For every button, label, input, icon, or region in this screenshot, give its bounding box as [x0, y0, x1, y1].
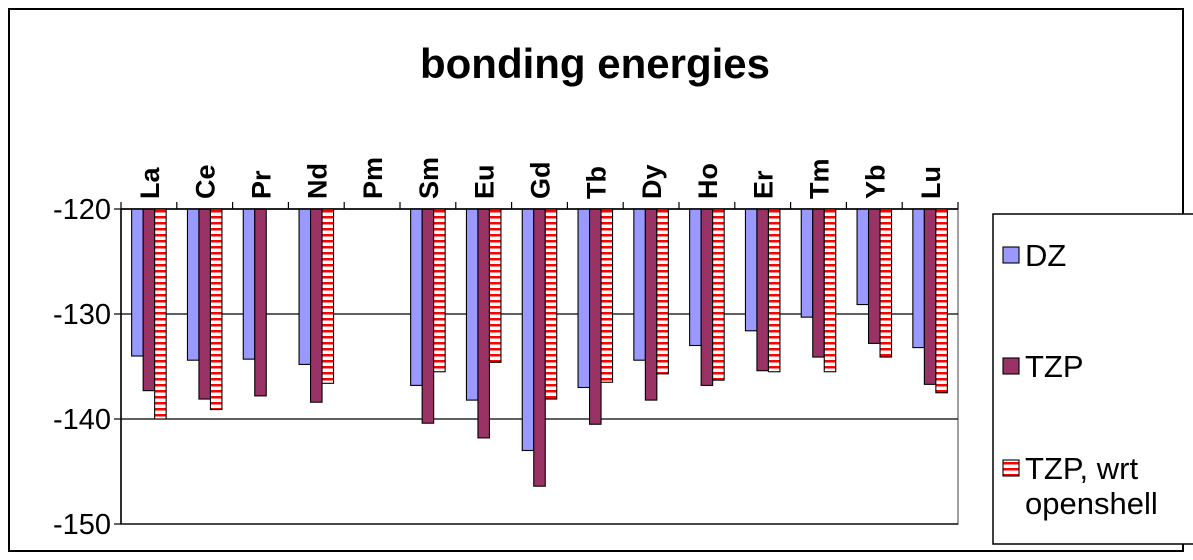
legend-label: TZP	[1025, 349, 1084, 384]
bar-tzp-wrt-openshell-tm	[823, 208, 837, 373]
category-label: Pr	[247, 170, 277, 199]
bar-tzp-ho	[700, 208, 714, 386]
bar-tzp-wrt-openshell-la	[154, 208, 167, 420]
bar-tzp-lu	[923, 208, 937, 385]
bar-dz-gd	[521, 208, 535, 452]
bar-tzp-ce	[198, 208, 211, 400]
bar-dz-yb	[856, 208, 870, 306]
category-label: Ho	[693, 163, 723, 199]
category-label: Dy	[637, 164, 667, 199]
category-label: Nd	[302, 163, 332, 199]
legend-label-cont: openshell	[1025, 486, 1158, 521]
bar-dz-tb	[577, 208, 591, 389]
bar-tzp-wrt-openshell-gd	[544, 208, 558, 400]
bar-tzp-wrt-openshell-dy	[656, 208, 669, 375]
legend-label: TZP, wrt	[1025, 451, 1138, 486]
bar-dz-nd	[298, 208, 312, 365]
plot-area: -120 -130 -140 -150 La Ce Pr Nd Pm Sm Eu Gd Tb Dy Ho Er…	[53, 157, 959, 541]
bar-dz-eu	[465, 208, 479, 401]
bar-tzp-wrt-openshell-nd	[321, 208, 335, 384]
bar-tzp-sm	[421, 208, 435, 424]
bar-tzp-wrt-openshell-ho	[712, 208, 725, 381]
category-label: Tb	[581, 166, 611, 199]
bar-tzp-gd	[533, 208, 546, 487]
bar-tzp-nd	[309, 208, 323, 403]
bar-tzp-wrt-openshell-sm	[433, 208, 446, 373]
bar-tzp-dy	[644, 208, 658, 401]
legend-swatch	[1002, 459, 1020, 477]
category-label: Yb	[860, 164, 890, 199]
bar-tzp-wrt-openshell-eu	[488, 208, 502, 363]
bar-tzp-wrt-openshell-yb	[879, 208, 893, 358]
bar-tzp-la	[142, 208, 156, 392]
legend-swatch	[1002, 246, 1020, 264]
bar-dz-pr	[242, 208, 256, 360]
category-label: La	[135, 167, 165, 199]
category-label: Pm	[358, 157, 388, 199]
category-label: Tm	[805, 159, 835, 200]
bar-tzp-yb	[867, 208, 881, 344]
category-label: Gd	[526, 162, 556, 200]
bar-dz-tm	[800, 208, 814, 318]
bar-dz-er	[744, 208, 758, 332]
bar-dz-la	[131, 208, 144, 357]
bar-tzp-tm	[812, 208, 825, 358]
bar-dz-sm	[410, 208, 423, 386]
bar-tzp-wrt-openshell-ce	[209, 208, 223, 411]
bar-tzp-eu	[477, 208, 491, 439]
category-label: Eu	[470, 164, 500, 199]
bar-dz-ho	[689, 208, 702, 347]
chart-title: bonding energies	[420, 40, 770, 87]
category-label: Sm	[414, 157, 444, 199]
bar-tzp-pr	[254, 208, 267, 397]
category-label: Lu	[916, 166, 946, 199]
category-label: Er	[749, 170, 779, 199]
bar-tzp-er	[756, 208, 770, 372]
bar-tzp-wrt-openshell-lu	[935, 208, 948, 394]
bar-tzp-wrt-openshell-er	[767, 208, 781, 373]
bar-tzp-wrt-openshell-tb	[600, 208, 614, 383]
legend-box	[992, 213, 1193, 545]
legend-label: DZ	[1025, 238, 1066, 273]
bar-tzp-tb	[588, 208, 602, 425]
bar-dz-lu	[912, 208, 925, 349]
category-label: Ce	[191, 164, 221, 199]
bar-dz-dy	[633, 208, 646, 361]
y-tick-label: -120	[53, 194, 111, 226]
bar-dz-ce	[186, 208, 200, 361]
legend-swatch	[1002, 357, 1020, 375]
y-tick-label: -150	[53, 509, 111, 541]
y-tick-label: -130	[53, 299, 111, 331]
y-tick-label: -140	[53, 404, 111, 436]
